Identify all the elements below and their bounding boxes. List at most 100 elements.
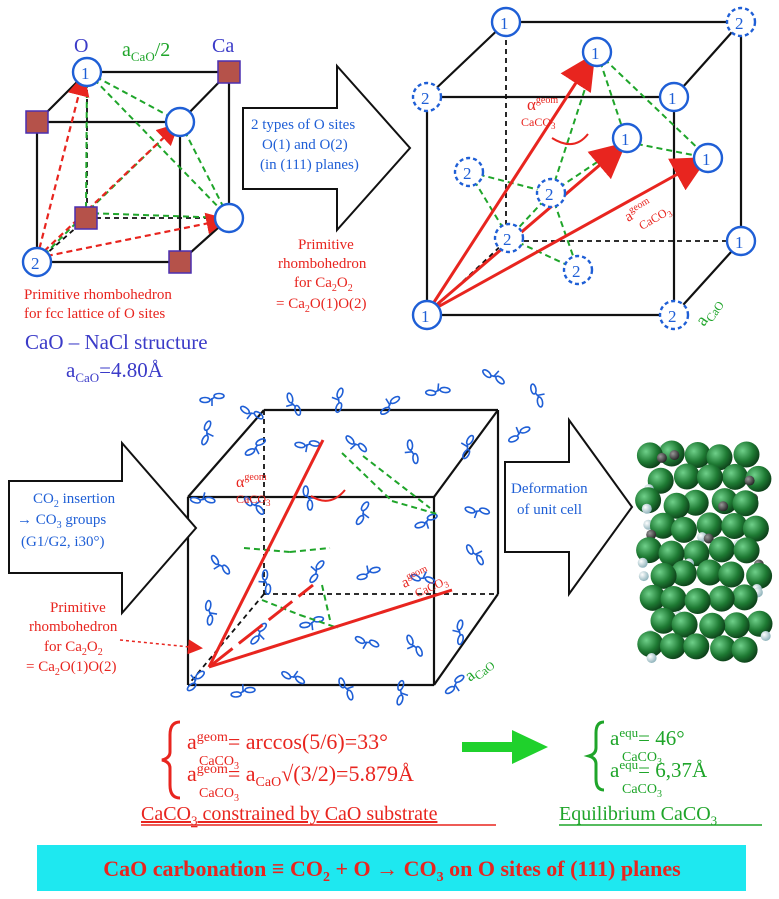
- o-site-circle: [213, 202, 245, 234]
- svg-text:rhombohedron: rhombohedron: [29, 619, 118, 635]
- left-caption: Primitive rhombohedron for Ca2O2 = Ca2O(…: [26, 600, 203, 678]
- co3-atom-sphere: [760, 631, 771, 641]
- co3-atom-sphere: [638, 571, 649, 582]
- svg-text:(G1/G2, i30°): (G1/G2, i30°): [21, 534, 105, 550]
- ca-atom-sphere: [722, 463, 748, 490]
- co3-glyph: [239, 405, 264, 420]
- a-cao-label-cell: aCaO: [461, 658, 498, 685]
- co3-glyph: [424, 383, 451, 397]
- co3-glyph: [230, 684, 256, 698]
- co3-glyph: [281, 670, 306, 685]
- svg-text:of unit cell: of unit cell: [517, 502, 582, 518]
- ca-atom-sphere: [671, 611, 698, 638]
- svg-text:2: 2: [572, 262, 581, 281]
- svg-text:1: 1: [668, 89, 677, 108]
- o1-site: [581, 36, 613, 68]
- co3-atom-sphere: [718, 501, 729, 512]
- ca-atom-sphere: [684, 442, 711, 468]
- svg-text:Primitive: Primitive: [50, 600, 106, 616]
- lattice-parameter: aCaO=4.80Å: [66, 358, 164, 385]
- caption-rhombohedron-fcc-2: for fcc lattice of O sites: [24, 306, 165, 322]
- ca-atom-sphere: [711, 488, 738, 515]
- summary-banner: CaO carbonation ≡ CO2 + O → CO3 on O sit…: [37, 845, 746, 891]
- arrow1-line3: (in (111) planes): [260, 157, 359, 173]
- constrained-angle: ageom= arccos(5/6)=33°: [187, 729, 388, 754]
- ca-atom-sphere: [733, 537, 760, 564]
- svg-text:= Ca2O(1)O(2): = Ca2O(1)O(2): [26, 659, 117, 678]
- svg-text:→ CO3 groups: → CO3 groups: [17, 512, 106, 531]
- cao-cube-panel: 1 2 O Ca aCaO/2 Primitive rhombohedron f…: [21, 35, 245, 385]
- o-site-circle: [71, 56, 103, 88]
- o-site-circle: [21, 246, 53, 278]
- o2-site: [453, 156, 485, 188]
- ca-atom-sphere: [637, 631, 664, 658]
- o1-site: [725, 225, 757, 257]
- ca-atom-sphere: [650, 512, 676, 539]
- ca-atom-sphere: [745, 465, 772, 492]
- svg-text:Primitive: Primitive: [298, 237, 354, 253]
- co3-glyph: [210, 554, 231, 575]
- ca-atom-sphere: [699, 612, 726, 639]
- co3-glyph: [452, 619, 465, 646]
- ca-atom-sphere: [636, 537, 663, 564]
- co3-glyph: [444, 674, 465, 695]
- ca-atom-sphere: [708, 536, 735, 563]
- ca-atom-sphere: [723, 612, 750, 639]
- ca-atom-sphere: [682, 489, 709, 516]
- label-o: O: [74, 35, 88, 57]
- co3-atom-sphere: [637, 557, 648, 568]
- co3-glyph: [380, 395, 401, 416]
- site-label-1: 1: [81, 64, 90, 83]
- o2-site: [535, 177, 567, 209]
- o-site-circle: [164, 106, 196, 138]
- co3-glyph: [189, 492, 216, 504]
- equilibrium-length: aequ= 6,37Å: [610, 757, 708, 782]
- co3-glyph: [406, 634, 423, 657]
- o2-site: [493, 222, 525, 254]
- arrow-deformation: Deformation of unit cell: [504, 416, 634, 598]
- green-arrow: [462, 730, 548, 764]
- o2-site: [658, 299, 690, 331]
- ca-atom-sphere: [673, 463, 700, 490]
- svg-text:CaCO3: CaCO3: [622, 782, 662, 800]
- constrained-caption: CaCO3 constrained by CaO substrate: [141, 803, 438, 828]
- ca-atom-sphere: [731, 584, 758, 611]
- svg-text:1: 1: [500, 14, 509, 33]
- equilibrium-equations: aequ= 46° CaCO3 aequ= 6,37Å CaCO3 Equili…: [559, 720, 762, 828]
- co3-glyph: [243, 496, 265, 516]
- co3-atom-sphere: [646, 653, 657, 663]
- arrow-o-sites: 2 types of O sites O(1) and O(2) (in (11…: [242, 63, 412, 233]
- svg-text:CaCO3: CaCO3: [199, 786, 239, 804]
- co3-glyph: [204, 599, 218, 626]
- svg-text:2: 2: [463, 164, 472, 183]
- ca-atom-sphere: [663, 492, 690, 519]
- ca-atom-sphere: [733, 441, 760, 468]
- equilibrium-angle: aequ= 46°: [610, 725, 685, 750]
- arrow-co2-insertion: CO2 insertion → CO3 groups (G1/G2, i30°): [8, 440, 198, 616]
- ca-atom-sphere: [650, 562, 677, 589]
- ca-atom-sphere: [697, 464, 723, 491]
- o1-site: [611, 122, 643, 154]
- co3-glyph: [414, 513, 438, 529]
- co3-glyph: [285, 392, 302, 417]
- o2-site: [411, 81, 443, 113]
- co3-glyph: [345, 435, 368, 453]
- co3-atom-sphere: [641, 503, 652, 514]
- co3-glyph: [465, 544, 485, 566]
- co3-glyph: [338, 677, 354, 701]
- ca-atom-sphere: [746, 610, 773, 637]
- co3-glyph: [410, 571, 436, 584]
- site-label-2: 2: [31, 254, 40, 273]
- caco3-cell-panel: αgeom CaCO3 ageom CaCO3 aCaO: [186, 368, 545, 706]
- svg-text:1: 1: [621, 130, 630, 149]
- ca-site-square: [74, 206, 98, 230]
- ca-atom-sphere: [706, 444, 733, 471]
- co3-glyph: [529, 383, 545, 408]
- o1-site: [411, 299, 443, 331]
- svg-text:2: 2: [503, 230, 512, 249]
- label-ca: Ca: [212, 35, 234, 57]
- equilibrium-caco3-model: [635, 440, 773, 663]
- ca-atom-sphere: [658, 540, 685, 567]
- co3-glyph: [507, 426, 531, 443]
